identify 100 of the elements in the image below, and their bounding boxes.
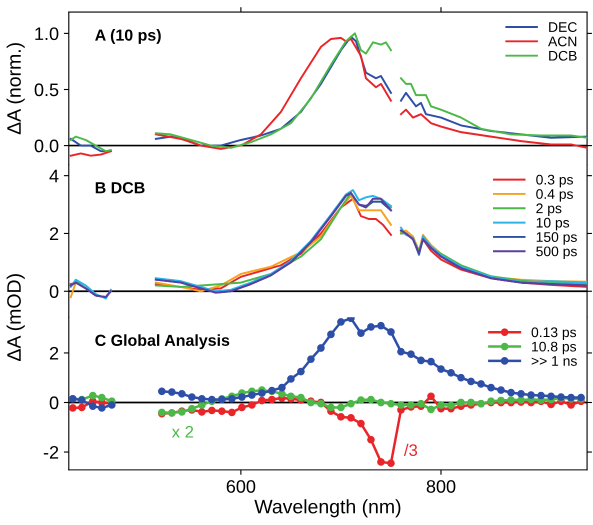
point [68, 404, 77, 412]
point [327, 330, 335, 338]
y-tick-label: 4 [49, 170, 59, 182]
x-axis-title: Wavelength (nm) [254, 499, 400, 518]
point [417, 356, 425, 364]
point [427, 406, 435, 414]
text: A (10 ps) [95, 29, 161, 44]
point [228, 408, 236, 416]
point [367, 323, 375, 331]
point [447, 402, 455, 410]
y-tick-label: 0 [50, 396, 58, 410]
point [178, 390, 186, 398]
x-tick-label: 600 [226, 480, 256, 493]
point [337, 413, 345, 421]
point [188, 393, 196, 401]
point [467, 398, 475, 406]
point [527, 391, 535, 399]
point [337, 404, 345, 412]
point [218, 407, 226, 415]
point [287, 375, 295, 383]
y-tick-label: -2 [44, 446, 58, 459]
legend-label: 10 ps [536, 218, 570, 230]
point [238, 404, 246, 412]
point [367, 436, 375, 444]
point [507, 396, 515, 404]
annotation: x 2 [172, 426, 194, 438]
x-tick-label: 800 [426, 480, 456, 493]
point [507, 388, 515, 396]
y-tick-label: 2 [50, 227, 58, 240]
y-tick-label: 1.0 [35, 27, 58, 40]
point [437, 401, 445, 409]
point [347, 414, 355, 422]
point [297, 394, 305, 402]
point [248, 401, 256, 409]
point [278, 390, 286, 398]
point [467, 378, 475, 386]
point [357, 396, 365, 404]
y-axis-title: ΔA (mOD) [6, 274, 25, 361]
point [517, 390, 525, 398]
y-tick-label: 2 [50, 346, 58, 360]
point [98, 404, 106, 412]
point [457, 398, 465, 406]
point [387, 328, 395, 336]
point [377, 458, 385, 466]
point [297, 368, 305, 376]
point [238, 393, 246, 401]
point [437, 365, 445, 373]
point [547, 392, 555, 400]
point [317, 344, 325, 352]
annotation: /3 [404, 444, 418, 456]
point [457, 374, 465, 382]
text: B DCB [96, 182, 145, 194]
point [307, 355, 315, 363]
point [248, 391, 256, 399]
point [287, 392, 295, 400]
legend-label: 10.8 ps [532, 342, 576, 354]
legend-label: 2 ps [536, 203, 562, 216]
point [337, 318, 345, 326]
point [397, 401, 405, 409]
point [198, 401, 206, 409]
point [357, 420, 365, 428]
legend-label: DEC [549, 22, 577, 32]
point [447, 368, 455, 377]
text: C Global Analysis [95, 334, 230, 350]
point [347, 400, 355, 408]
point [357, 329, 365, 337]
legend-label: 150 ps [536, 232, 577, 245]
point [377, 322, 385, 330]
point [228, 394, 236, 403]
point [427, 358, 435, 366]
point [158, 388, 166, 396]
point [208, 406, 216, 414]
point [327, 404, 335, 412]
point [477, 380, 485, 388]
point [278, 384, 286, 392]
point [407, 350, 415, 358]
point [377, 398, 385, 406]
point [268, 396, 276, 404]
y-tick-label: 0 [50, 285, 58, 298]
point [387, 459, 395, 468]
point [387, 400, 395, 408]
point [497, 386, 505, 394]
point [567, 401, 575, 409]
legend-label: DCB [549, 50, 577, 61]
legend-label: 500 ps [536, 246, 577, 260]
y-tick-label: 0.5 [34, 83, 58, 96]
point [367, 396, 375, 404]
legend-label: 0.3 ps [536, 174, 573, 188]
point [198, 394, 206, 403]
point [417, 400, 425, 408]
point [427, 392, 435, 400]
legend-label: ACN [548, 36, 576, 46]
legend-label: >> 1 ns [532, 356, 577, 366]
point [537, 392, 545, 400]
point [98, 394, 106, 402]
point [198, 408, 206, 416]
y-axis-title: ΔA (norm.) [6, 43, 25, 134]
point [168, 388, 176, 396]
point [258, 389, 266, 397]
point [487, 384, 495, 392]
